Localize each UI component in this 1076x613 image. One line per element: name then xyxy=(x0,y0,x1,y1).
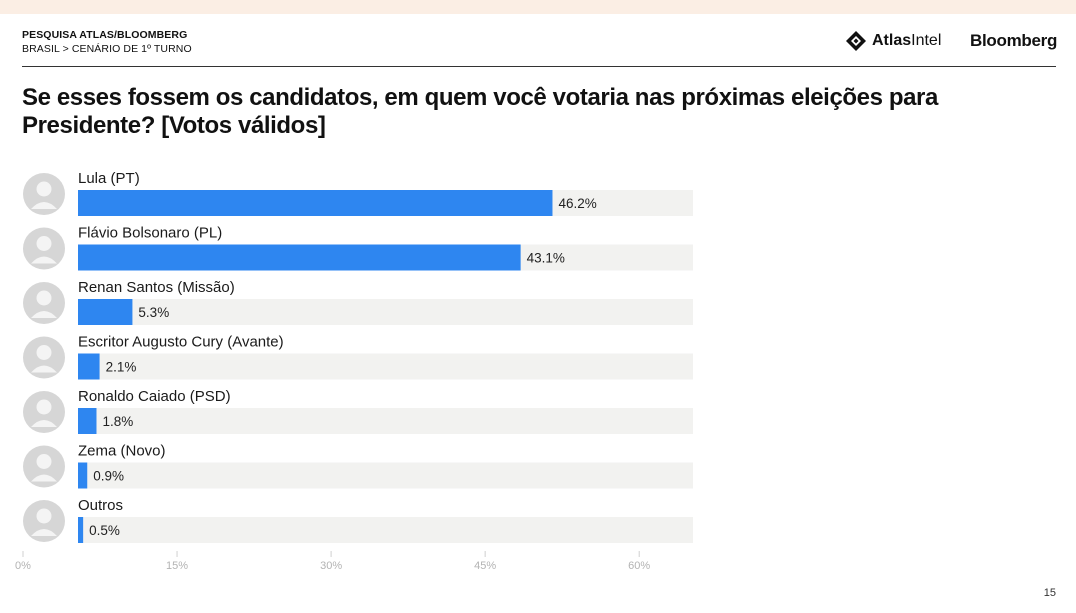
value-label: 0.5% xyxy=(89,523,120,538)
category-label: Escritor Augusto Cury (Avante) xyxy=(78,334,284,351)
header-divider xyxy=(22,66,1056,67)
bar xyxy=(78,462,88,489)
avatar-head-icon xyxy=(36,181,52,197)
bar-track xyxy=(78,408,693,434)
bar-track xyxy=(78,517,693,543)
avatar-body-icon xyxy=(31,311,57,318)
category-label: Outros xyxy=(78,497,123,514)
atlasintel-emblem-icon xyxy=(846,31,866,51)
value-label: 5.3% xyxy=(138,305,169,320)
bar xyxy=(78,353,100,380)
axis-tick-label: 15% xyxy=(166,560,188,572)
value-label: 1.8% xyxy=(102,414,133,429)
atlasintel-wordmark: AtlasIntel xyxy=(872,32,942,49)
bar xyxy=(78,244,521,271)
top-strip xyxy=(0,0,1076,14)
breadcrumb: BRASIL > CENÁRIO DE 1º TURNO xyxy=(22,43,192,55)
avatar-head-icon xyxy=(36,236,52,251)
category-label: Zema (Novo) xyxy=(78,443,166,460)
value-label: 43.1% xyxy=(527,251,565,266)
bloomberg-logo: Bloomberg xyxy=(970,31,1058,50)
survey-source-label: PESQUISA ATLAS/BLOOMBERG xyxy=(22,29,188,41)
avatar-body-icon xyxy=(31,474,57,482)
avatar-body-icon xyxy=(31,256,57,264)
value-label: 46.2% xyxy=(558,196,596,211)
bar xyxy=(78,408,97,434)
value-label: 2.1% xyxy=(106,360,137,375)
bar xyxy=(78,299,133,325)
axis-tick-label: 30% xyxy=(320,560,342,572)
axis-tick-label: 0% xyxy=(15,560,31,572)
value-label: 0.9% xyxy=(93,469,124,484)
category-label: Flávio Bolsonaro (PL) xyxy=(78,225,222,242)
axis-tick-label: 60% xyxy=(628,560,650,572)
question-title: Se esses fossem os candidatos, em quem v… xyxy=(22,84,938,139)
bar-track xyxy=(78,462,693,489)
category-label: Lula (PT) xyxy=(78,170,140,187)
page-number: 15 xyxy=(1043,587,1056,599)
bar xyxy=(78,517,84,543)
bar xyxy=(78,190,553,216)
avatar-body-icon xyxy=(31,365,57,373)
bar-track xyxy=(78,353,693,380)
avatar-head-icon xyxy=(36,454,52,469)
axis-tick-label: 45% xyxy=(474,560,496,572)
avatar-head-icon xyxy=(36,508,52,524)
atlasintel-logo: AtlasIntel xyxy=(845,30,941,52)
avatar-head-icon xyxy=(36,345,52,360)
avatar-body-icon xyxy=(31,202,57,209)
category-label: Renan Santos (Missão) xyxy=(78,279,235,296)
avatar-body-icon xyxy=(31,420,57,427)
avatar-head-icon xyxy=(36,399,52,415)
category-label: Ronaldo Caiado (PSD) xyxy=(78,388,231,405)
bar-track xyxy=(78,299,693,325)
avatar-body-icon xyxy=(31,529,57,536)
avatar-head-icon xyxy=(36,290,52,306)
